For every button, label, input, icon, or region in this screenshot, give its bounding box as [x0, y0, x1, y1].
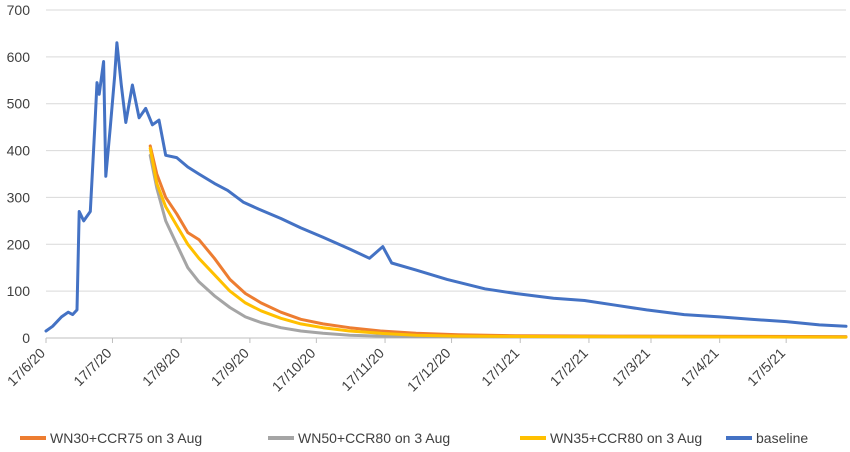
legend-label: WN30+CCR75 on 3 Aug [50, 430, 202, 446]
series-line-baseline [44, 41, 848, 333]
x-tick-label: 17/10/20 [269, 345, 319, 395]
x-tick-label: 17/4/21 [677, 345, 721, 389]
x-tick-label: 17/3/21 [609, 345, 653, 389]
series-lines [44, 41, 848, 339]
y-tick-label: 0 [22, 330, 30, 346]
x-tick-label: 17/12/20 [404, 345, 454, 395]
y-tick-label: 700 [7, 2, 31, 18]
y-tick-label: 600 [7, 49, 31, 65]
x-axis-ticks: 17/6/20 17/7/20 17/8/20 17/9/20 17/10/20 17/1… [4, 338, 788, 395]
x-tick-label: 17/1/21 [478, 345, 522, 389]
y-tick-label: 400 [7, 143, 31, 159]
x-tick-label: 17/8/20 [139, 345, 183, 389]
legend: WN30+CCR75 on 3 Aug WN50+CCR80 on 3 Aug WN… [20, 430, 808, 446]
x-tick-label: 17/2/21 [547, 345, 591, 389]
y-axis-ticks: 0 100 200 300 400 500 600 700 [7, 2, 31, 346]
legend-label: WN35+CCR80 on 3 Aug [550, 430, 702, 446]
series-line-wn50-ccr80-on-3-aug [148, 153, 848, 339]
y-tick-label: 300 [7, 189, 31, 205]
x-tick-label: 17/6/20 [4, 345, 48, 389]
x-tick-label: 17/7/20 [70, 345, 114, 389]
series-line-wn35-ccr80-on-3-aug [148, 146, 848, 339]
x-tick-label: 17/11/20 [338, 345, 387, 394]
x-tick-label: 17/5/21 [744, 345, 788, 389]
y-tick-label: 200 [7, 236, 31, 252]
y-tick-label: 500 [7, 96, 31, 112]
legend-label: baseline [756, 430, 808, 446]
legend-label: WN50+CCR80 on 3 Aug [298, 430, 450, 446]
gridlines [46, 9, 846, 339]
y-tick-label: 100 [7, 283, 31, 299]
x-tick-label: 17/9/20 [208, 345, 252, 389]
